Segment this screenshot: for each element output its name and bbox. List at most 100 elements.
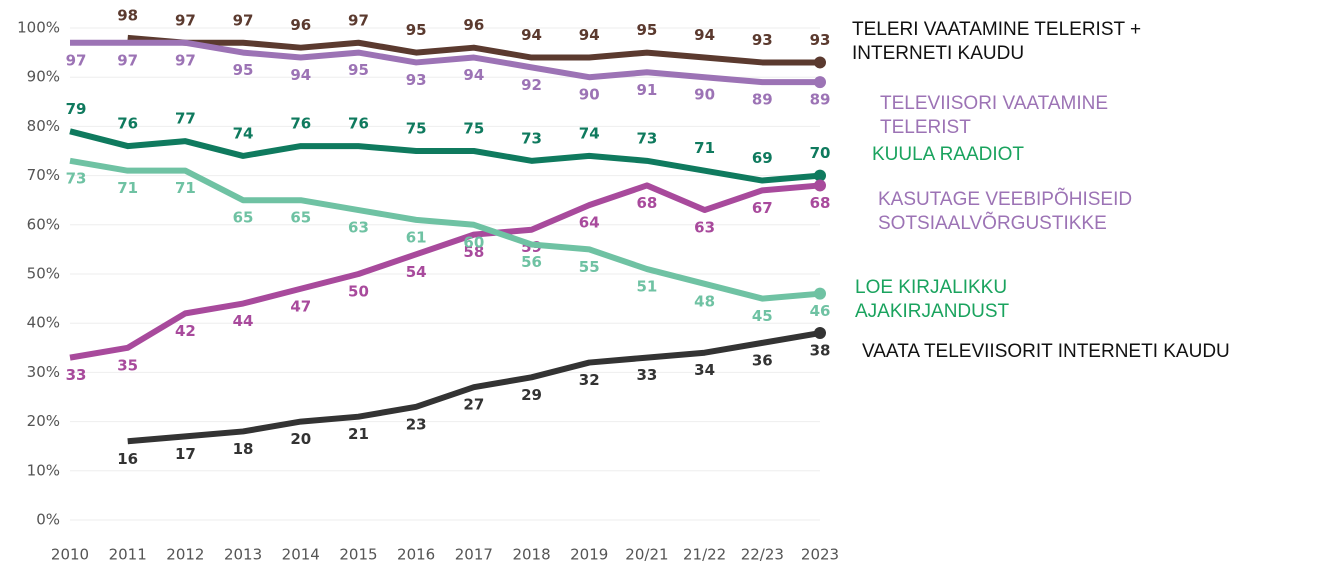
data-label: 71 <box>117 179 138 197</box>
data-label: 55 <box>579 258 600 276</box>
x-tick-label: 2012 <box>166 546 204 564</box>
data-label: 65 <box>233 209 254 227</box>
data-label: 89 <box>810 91 831 109</box>
data-label: 97 <box>233 11 254 29</box>
data-label: 56 <box>521 253 542 271</box>
data-label: 63 <box>348 219 369 237</box>
data-label: 76 <box>348 115 369 133</box>
y-tick-label: 20% <box>27 412 60 430</box>
x-tick-label: 20/21 <box>625 546 668 564</box>
x-tick-label: 2010 <box>51 546 89 564</box>
data-label: 35 <box>117 356 138 374</box>
data-label: 74 <box>233 124 254 142</box>
data-label: 67 <box>752 199 773 217</box>
x-tick-label: 2015 <box>339 546 377 564</box>
data-label: 89 <box>752 91 773 109</box>
legend-item: LOE KIRJALIKKU AJAKIRJANDUST <box>855 277 1010 322</box>
data-label: 64 <box>579 214 600 232</box>
data-label: 77 <box>175 110 196 128</box>
data-label: 94 <box>463 66 484 84</box>
data-label: 46 <box>810 302 831 320</box>
data-label: 61 <box>406 228 427 246</box>
data-label: 17 <box>175 445 196 463</box>
data-label: 18 <box>233 440 254 458</box>
legend-item: KASUTAGE VEEBIPÕHISEID SOTSIAALVÕRGUSTIK… <box>878 189 1133 234</box>
data-label: 33 <box>66 366 87 384</box>
y-tick-label: 90% <box>27 68 60 86</box>
data-label: 21 <box>348 425 369 443</box>
data-label: 94 <box>579 26 600 44</box>
y-tick-label: 60% <box>27 215 60 233</box>
data-label: 45 <box>752 307 773 325</box>
x-tick-label: 22/23 <box>741 546 784 564</box>
data-label: 95 <box>348 61 369 79</box>
data-label: 42 <box>175 322 196 340</box>
x-tick-label: 2023 <box>801 546 839 564</box>
y-tick-label: 10% <box>27 461 60 479</box>
data-label: 93 <box>810 31 831 49</box>
data-label: 23 <box>406 415 427 433</box>
x-tick-label: 2011 <box>109 546 147 564</box>
data-label: 38 <box>810 342 831 360</box>
legend-item: TELEVIISORI VAATAMINE TELERIST <box>880 93 1109 138</box>
data-label: 90 <box>579 86 600 104</box>
x-tick-label: 2013 <box>224 546 262 564</box>
data-label: 47 <box>290 297 311 315</box>
end-marker <box>814 169 826 182</box>
data-label: 94 <box>521 26 542 44</box>
series-line <box>127 34 820 66</box>
data-label: 63 <box>694 219 715 237</box>
x-tick-label: 2019 <box>570 546 608 564</box>
data-label: 74 <box>579 124 600 142</box>
x-tick-label: 2014 <box>282 546 320 564</box>
end-marker <box>814 56 826 69</box>
series-line <box>70 39 820 86</box>
data-label: 51 <box>636 278 657 296</box>
data-label: 68 <box>810 194 831 212</box>
x-tick-label: 2017 <box>455 546 493 564</box>
end-marker <box>814 179 826 192</box>
data-label: 73 <box>636 129 657 147</box>
data-label: 71 <box>175 179 196 197</box>
y-tick-label: 100% <box>17 19 60 37</box>
data-label: 90 <box>694 86 715 104</box>
data-label: 92 <box>521 76 542 94</box>
data-label: 20 <box>290 430 311 448</box>
data-label: 97 <box>175 51 196 69</box>
data-label: 97 <box>175 11 196 29</box>
data-label: 16 <box>117 450 138 468</box>
data-label: 69 <box>752 149 773 167</box>
data-label: 58 <box>463 243 484 261</box>
series-line <box>69 182 821 361</box>
data-label: 97 <box>66 51 87 69</box>
data-label: 97 <box>117 51 138 69</box>
data-label: 95 <box>406 21 427 39</box>
data-label: 96 <box>290 16 311 34</box>
data-label: 65 <box>290 209 311 227</box>
end-marker <box>814 327 826 340</box>
data-label: 97 <box>348 11 369 29</box>
data-label: 76 <box>290 115 311 133</box>
data-label: 73 <box>66 169 87 187</box>
data-label: 60 <box>463 233 484 251</box>
data-label: 75 <box>406 120 427 138</box>
data-label: 95 <box>636 21 657 39</box>
data-label: 32 <box>579 371 600 389</box>
data-label: 48 <box>694 292 715 310</box>
legend-item: KUULA RAADIOT <box>872 144 1025 165</box>
data-label: 36 <box>752 351 773 369</box>
series-line <box>127 330 821 445</box>
data-label: 44 <box>233 312 254 330</box>
data-label: 91 <box>636 81 657 99</box>
data-label: 27 <box>463 396 484 414</box>
data-label: 94 <box>694 26 715 44</box>
data-label: 95 <box>233 61 254 79</box>
y-tick-label: 40% <box>27 314 60 332</box>
series-line <box>69 157 821 302</box>
data-label: 54 <box>406 263 427 281</box>
data-label: 75 <box>463 120 484 138</box>
y-tick-label: 80% <box>27 117 60 135</box>
x-tick-label: 2016 <box>397 546 435 564</box>
data-label: 29 <box>521 386 542 404</box>
chart: 0%10%20%30%40%50%60%70%80%90%100%2010 201… <box>17 6 839 564</box>
